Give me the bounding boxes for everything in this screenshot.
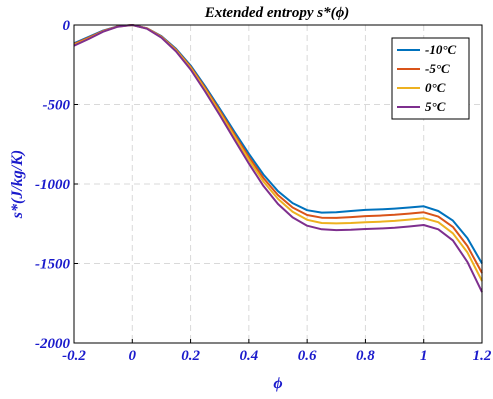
x-tick-label: 0.4 [239, 348, 258, 364]
legend-box [391, 37, 470, 120]
x-tick-labels: -0.2 0 0.2 0.4 0.6 0.8 1 1.2 [62, 348, 492, 364]
y-tick-label: -2000 [35, 336, 70, 352]
legend-label-3: 0°C [425, 80, 446, 95]
x-tick-label: -0.2 [62, 348, 86, 364]
y-tick-label: -500 [43, 98, 71, 114]
legend-label-1: -10°C [425, 42, 457, 57]
plot-frame [73, 24, 483, 344]
y-tick-label: 0 [63, 18, 71, 34]
x-tick-label: 0.6 [298, 348, 317, 364]
x-tick-label: 0 [129, 348, 137, 364]
series-layer [73, 24, 483, 293]
x-tick-label: 1.2 [473, 348, 492, 364]
y-axis-label: s*(J/kg/K) [9, 150, 26, 219]
x-tick-label: 1 [420, 348, 428, 364]
legend: -10°C -5°C 0°C 5°C [391, 37, 470, 120]
y-tick-labels: 0 -500 -1000 -1500 -2000 [35, 18, 71, 352]
x-tick-label: 0.8 [356, 348, 375, 364]
x-tick-label: 0.2 [181, 348, 200, 364]
y-tick-label: -1500 [35, 257, 70, 273]
y-tick-label: -1000 [35, 177, 70, 193]
legend-label-2: -5°C [425, 61, 450, 76]
chart-title: Extended entropy s*(ϕ) [204, 5, 350, 21]
legend-label-4: 5°C [425, 99, 446, 114]
series-line-4 [73, 24, 483, 293]
x-axis-label: ϕ [273, 375, 282, 392]
